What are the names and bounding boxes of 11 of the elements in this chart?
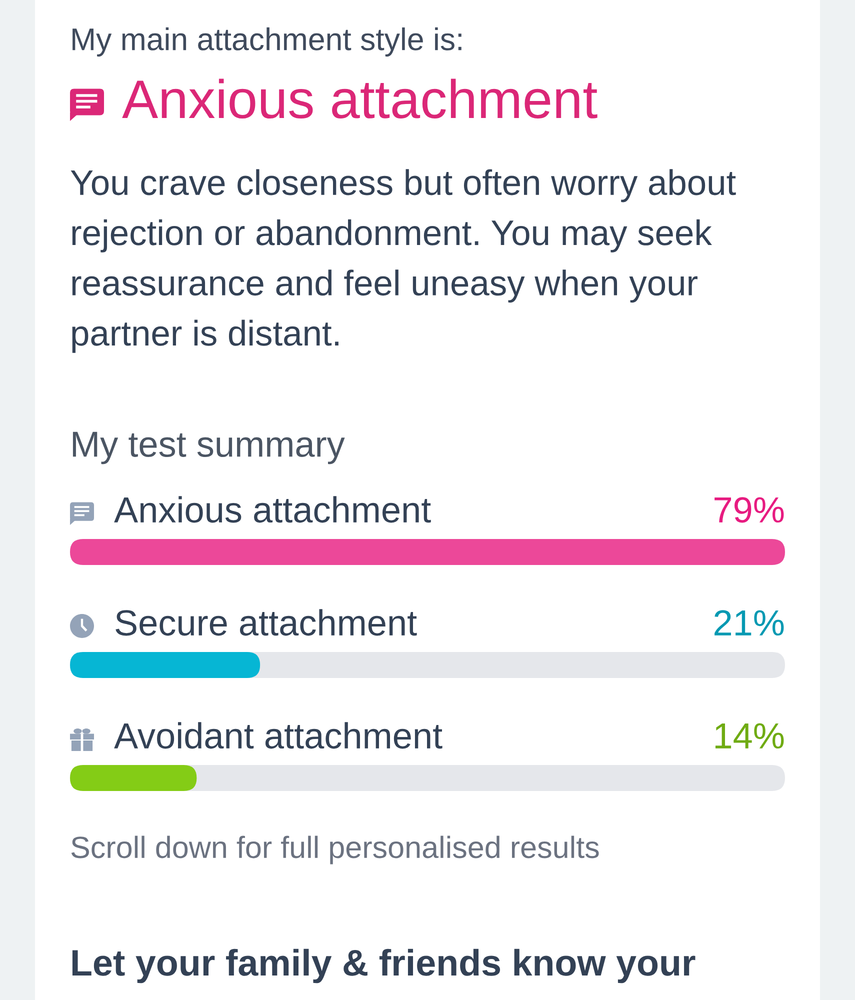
text: Let your family & friends know your (72, 948, 696, 984)
y-tick-label: Secure attachment (116, 609, 417, 636)
text: You crave closeness but often worry about rejection or abandonment. You may seek reassurance and feel uneasy when your partner is distant. (70, 169, 736, 353)
y-tick-label: Anxious attachment (114, 496, 431, 523)
text: Scroll down for full personalised results (71, 836, 599, 864)
chart-title: My test summary (72, 432, 345, 464)
data-label: 21% (714, 610, 784, 636)
data-label: 79% (714, 497, 784, 523)
text: My main attachment style is: (72, 27, 462, 57)
data-label: 14% (715, 723, 784, 749)
y-tick-label: Avoidant attachment (114, 722, 442, 749)
